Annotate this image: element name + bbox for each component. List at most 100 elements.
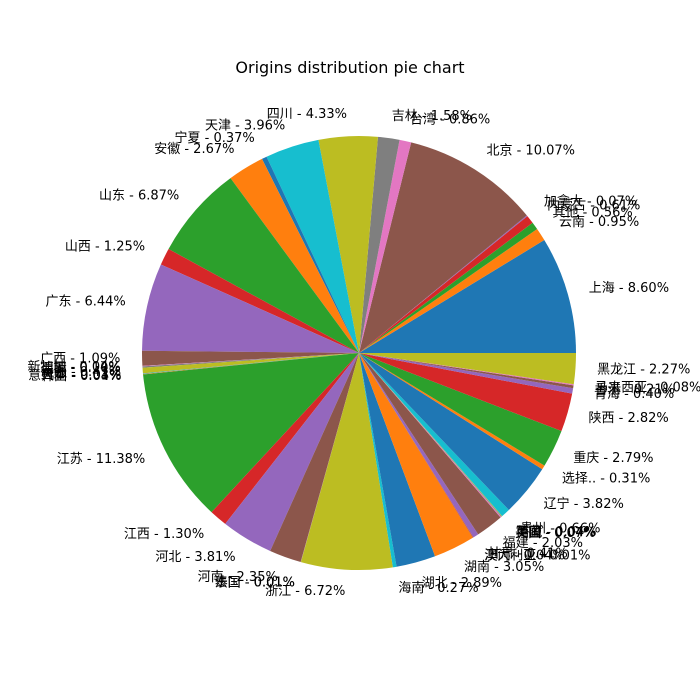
pie-slice [142,353,359,374]
pie-slice [359,353,436,567]
pie-slice [270,353,359,563]
pie-slice [359,353,574,386]
pie-slice [359,353,474,538]
pie-slice [143,353,359,375]
slice-label: 加拿大 - 0.07% [544,194,637,210]
pie-slice [359,353,479,538]
pie-slice [359,215,528,353]
slice-label: 云南 - 0.95% [559,214,639,230]
pie-slice [225,353,359,551]
slice-label: 台湾 - 0.86% [410,111,490,127]
slice-label: 澳大利亚 - 0.01% [484,548,590,564]
pie-slice [359,353,574,394]
slice-label: 泰国 - 0.01% [215,575,295,590]
pie-slice [318,136,378,353]
slice-label: 韩国 - 0.04% [41,369,121,384]
pie-slice [141,350,359,366]
pie-slice [300,353,393,570]
slice-label: 浙江 - 6.72% [265,584,345,599]
slice-label: 广东 - 6.44% [46,295,126,310]
pie-slice [359,136,400,353]
slice-label: 吉林 - 1.58% [392,109,472,124]
pie-slice [142,353,359,367]
slice-label: 四川 - 4.33% [267,107,347,122]
slice-label: 上海 - 8.60% [589,281,669,296]
pie-slice [359,353,573,432]
slice-label: 山西 - 1.25% [65,240,145,255]
slice-label: 西藏 - 0.04% [516,525,596,540]
slice-label: 甘肃 - 0.41% [488,547,568,562]
pie-slice [266,139,359,353]
pie-slice [359,353,501,535]
pie-slice [359,353,502,518]
pie-slice [359,353,397,568]
pie-slice [359,353,543,510]
slice-label: 山东 - 6.87% [99,188,179,203]
slice-label: 其他 - 0.56% [552,206,632,221]
slice-label: 北京 - 10.07% [486,144,575,159]
slice-label: 贵州 - 0.66% [520,522,600,537]
slice-label: 河北 - 3.81% [155,550,235,565]
slice-label: 湖北 - 2.89% [422,576,502,591]
chart-title: Origins distribution pie chart [235,58,465,77]
slice-label: 黑龙江 - 2.27% [597,363,690,378]
slice-label: 德国 - 0.10% [41,361,121,376]
slice-label: 海南 - 0.27% [398,580,478,596]
pie-slice [300,353,359,563]
slice-label: 安徽 - 2.67% [154,142,234,157]
pie-labels: 上海 - 8.60% 云南 - 0.95%其他 - 0.56%内蒙古 - 0.61… [27,107,700,599]
pie-slice [359,353,473,557]
slice-label: 天津 - 3.96% [205,118,285,133]
pie-slice [359,353,502,517]
slice-label: 重庆 - 2.79% [573,450,653,466]
pie-slice [143,353,359,513]
slice-label: 新加坡 - 0.04% [27,359,120,375]
pie-slice [359,353,545,470]
slice-label: 辽宁 - 3.82% [544,496,624,512]
slice-label: 意大利 - 0.01% [28,367,121,383]
pie-slice [359,353,503,517]
slice-label: 江苏 - 11.38% [57,451,146,467]
pie-slice [142,264,359,353]
pie-slices [141,136,576,570]
pie-slice [359,353,562,466]
slice-label: 青海 - 0.40% [594,387,674,402]
slice-label: 广西 - 1.09% [40,351,120,366]
pie-slice [359,222,538,353]
slice-label: 陕西 - 2.82% [589,411,669,426]
slice-label: 法国 - 0.01% [215,575,295,590]
slice-label: 宁夏 - 0.37% [174,130,254,146]
slice-label: 美国 - 0.07% [515,526,595,541]
pie-slice [160,249,359,353]
slice-label: 英国 - 0.04% [516,526,596,541]
slice-label: 河南 - 2.35% [198,569,278,585]
slice-label: 选择.. - 0.31% [562,471,651,486]
pie-slice [168,178,359,353]
slice-label: 江西 - 1.30% [124,527,204,542]
pie-slice [359,216,533,353]
pie-slice [142,353,359,368]
pie-slice [359,240,576,353]
pie-slice [211,353,359,524]
pie-slice [359,142,527,353]
slice-label: 澳门 - 0.04% [485,547,565,563]
pie-slice [359,353,473,538]
slice-label: 新疆 - 0.41% [41,364,121,380]
slice-label: 日本 - 0.03% [41,368,121,383]
slice-label: 香港 - 0.21% [595,383,675,398]
slice-label: 福建 - 2.03% [503,536,583,551]
pie-slice [300,353,359,563]
slice-label: 内蒙古 - 0.61% [547,198,640,214]
slice-label: 马来西亚 - 0.08% [595,380,700,395]
pie-slice [359,229,545,353]
pie-slice [359,353,574,389]
pie-slice [143,353,359,374]
pie-slice [261,156,359,353]
pie-slice [359,353,509,517]
pie-slice [359,353,576,385]
pie-slice [359,139,412,353]
pie-slice [142,353,359,374]
pie-slice [230,158,359,353]
slice-label: 湖南 - 3.05% [464,559,544,575]
